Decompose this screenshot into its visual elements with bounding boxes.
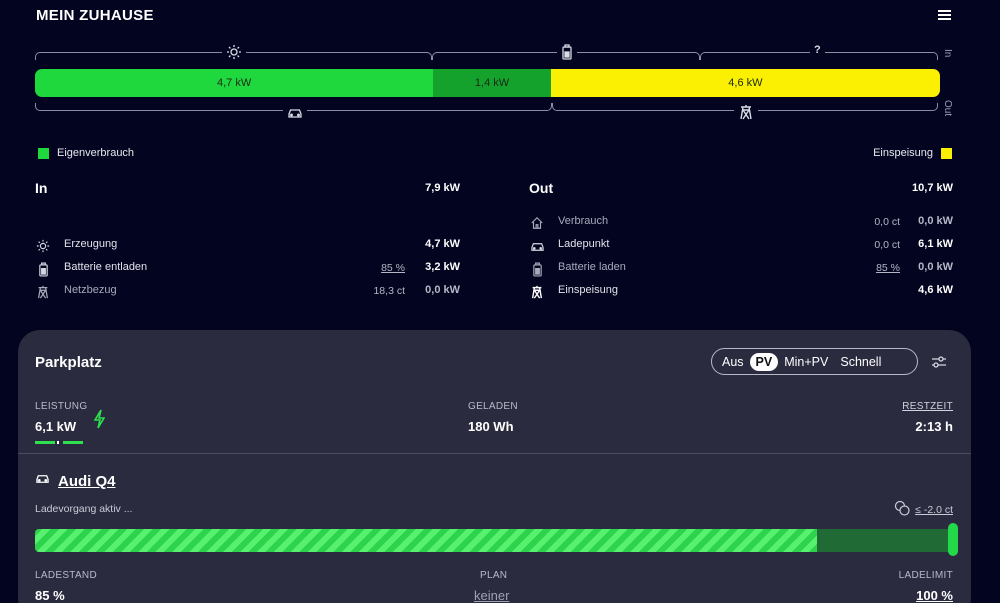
remaining-value: 2:13 h: [915, 419, 953, 434]
flow-segment-self: 4,7 kW: [35, 69, 434, 97]
mode-fast-button[interactable]: Schnell: [840, 354, 882, 369]
flow-segment-battery: 1,4 kW: [433, 69, 551, 97]
limit-label: LADELIMIT: [898, 570, 953, 581]
charge-progress-fill: [35, 529, 818, 552]
car-icon: [35, 472, 50, 490]
phase-indicator: [35, 441, 55, 444]
soc-value: 85 %: [35, 588, 65, 603]
plan-value[interactable]: keiner: [474, 588, 510, 603]
legend-label: Eigenverbrauch: [57, 147, 135, 159]
out-row-value: 6,1 kW: [918, 238, 953, 250]
car-icon: [529, 238, 545, 254]
charge-progress-bar: [35, 529, 950, 552]
phase-indicator: [63, 441, 83, 444]
legend-feed-in: Einspeisung: [873, 147, 952, 159]
battery-icon: [529, 261, 545, 277]
in-row-sub: 18,3 ct: [373, 285, 405, 297]
charge-limit-handle[interactable]: [948, 523, 958, 556]
out-row-sub: 0,0 ct: [874, 216, 900, 228]
phase-indicator: [57, 441, 59, 444]
in-row-sub[interactable]: 85 %: [381, 262, 405, 274]
charged-value: 180 Wh: [468, 419, 514, 434]
out-row-value: 0,0 kW: [918, 215, 953, 227]
price-limit[interactable]: ≤ -2.0 ct: [894, 500, 953, 519]
power-label: LEISTUNG: [35, 401, 88, 412]
grid-tower-icon: [35, 284, 51, 300]
car-icon: [283, 106, 307, 120]
limit-value[interactable]: 100 %: [916, 588, 953, 603]
mode-pv-button[interactable]: PV: [749, 352, 779, 371]
sun-icon: [222, 44, 246, 60]
energy-flow-bar: 4,7 kW 1,4 kW 4,6 kW: [35, 69, 940, 97]
legend-swatch: [38, 147, 49, 159]
loadpoint-card: [18, 330, 971, 603]
out-row-value: 4,6 kW: [918, 284, 953, 296]
mode-selector: Aus PV Min+PV Schnell: [711, 348, 918, 375]
in-row-value: 4,7 kW: [425, 238, 460, 250]
in-title: In: [35, 180, 48, 196]
battery-icon: [557, 44, 577, 60]
legend-swatch: [941, 147, 952, 159]
divider: [18, 453, 971, 454]
power-value: 6,1 kW: [35, 419, 77, 434]
price-limit-value: ≤ -2.0 ct: [915, 503, 953, 516]
out-row-label: Einspeisung: [558, 284, 618, 296]
loadpoint-title: Parkplatz: [35, 354, 102, 371]
in-row-label: Batterie entladen: [64, 261, 148, 273]
out-total: 10,7 kW: [912, 182, 953, 194]
plan-label: PLAN: [480, 570, 508, 581]
charging-status: Ladevorgang aktiv ...: [35, 503, 133, 515]
in-side-label: In: [942, 49, 953, 58]
remaining-label[interactable]: RESTZEIT: [902, 401, 953, 412]
out-side-label: Out: [942, 100, 953, 117]
grid-tower-icon: [734, 104, 758, 120]
legend-self-consumption: Eigenverbrauch: [38, 147, 134, 159]
charged-label: GELADEN: [468, 401, 518, 412]
in-total: 7,9 kW: [425, 182, 460, 194]
grid-tower-icon: [529, 284, 545, 300]
out-row-sub: 0,0 ct: [874, 239, 900, 251]
hamburger-icon[interactable]: [936, 8, 954, 24]
out-row-label: Verbrauch: [558, 215, 609, 227]
vehicle-name[interactable]: Audi Q4: [58, 472, 116, 490]
legend-label: Einspeisung: [873, 147, 933, 159]
in-row-value: 0,0 kW: [425, 284, 460, 296]
soc-label: LADESTAND: [35, 570, 97, 581]
mode-off-button[interactable]: Aus: [722, 354, 744, 369]
out-row-value: 0,0 kW: [918, 261, 953, 273]
out-row-label: Ladepunkt: [558, 238, 610, 250]
sun-icon: [35, 238, 51, 254]
out-row-label: Batterie laden: [558, 261, 626, 273]
mode-minpv-button[interactable]: Min+PV: [784, 354, 829, 369]
out-row-sub[interactable]: 85 %: [876, 262, 900, 274]
out-title: Out: [529, 180, 554, 196]
in-row-label: Erzeugung: [64, 238, 118, 250]
page-title: MEIN ZUHAUSE: [36, 7, 154, 24]
lightning-icon: [93, 409, 106, 434]
coins-icon: [894, 500, 910, 519]
in-row-value: 3,2 kW: [425, 261, 460, 273]
flow-segment-feed-in: 4,6 kW: [550, 69, 940, 97]
vehicle-selector[interactable]: Audi Q4: [35, 472, 116, 490]
sliders-icon[interactable]: [930, 354, 948, 370]
in-row-label: Netzbezug: [64, 284, 117, 296]
unknown-source: ?: [810, 44, 825, 56]
battery-icon: [35, 261, 51, 277]
house-icon: [529, 215, 545, 231]
